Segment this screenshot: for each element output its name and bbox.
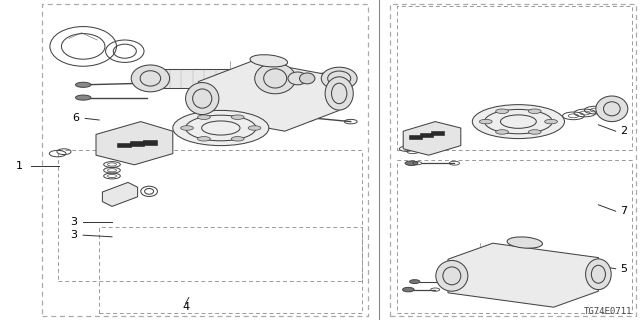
Ellipse shape <box>545 119 557 124</box>
Ellipse shape <box>180 126 193 130</box>
Ellipse shape <box>325 77 353 110</box>
Ellipse shape <box>231 137 244 141</box>
Text: 3: 3 <box>70 217 77 228</box>
Ellipse shape <box>198 115 211 119</box>
Ellipse shape <box>198 137 211 141</box>
Polygon shape <box>403 122 461 155</box>
Text: TG74E0711: TG74E0711 <box>584 307 632 316</box>
FancyBboxPatch shape <box>143 140 157 145</box>
Text: 5: 5 <box>621 264 627 274</box>
Ellipse shape <box>436 260 468 291</box>
Ellipse shape <box>596 96 628 122</box>
Ellipse shape <box>529 109 541 114</box>
Text: 2: 2 <box>620 126 628 136</box>
Text: 1: 1 <box>16 161 22 172</box>
Ellipse shape <box>403 287 414 292</box>
FancyBboxPatch shape <box>117 143 131 147</box>
Ellipse shape <box>300 73 315 84</box>
Ellipse shape <box>496 130 508 134</box>
Ellipse shape <box>288 72 307 85</box>
Ellipse shape <box>507 237 543 248</box>
Text: 4: 4 <box>182 302 189 312</box>
Ellipse shape <box>479 119 492 124</box>
Ellipse shape <box>250 55 287 67</box>
Polygon shape <box>448 243 598 307</box>
Polygon shape <box>96 122 173 165</box>
FancyBboxPatch shape <box>409 135 422 139</box>
FancyBboxPatch shape <box>130 141 144 146</box>
Ellipse shape <box>472 105 564 139</box>
Ellipse shape <box>496 109 509 114</box>
Ellipse shape <box>231 115 244 119</box>
Polygon shape <box>198 61 339 131</box>
Text: 6: 6 <box>72 113 79 124</box>
Text: 7: 7 <box>620 206 628 216</box>
Ellipse shape <box>173 110 269 146</box>
Ellipse shape <box>529 130 541 134</box>
Ellipse shape <box>255 63 296 94</box>
FancyBboxPatch shape <box>431 131 444 135</box>
Ellipse shape <box>131 65 170 92</box>
Ellipse shape <box>76 95 91 100</box>
Polygon shape <box>163 69 275 88</box>
Ellipse shape <box>186 83 219 115</box>
Text: 3: 3 <box>70 230 77 240</box>
Ellipse shape <box>405 161 418 165</box>
FancyBboxPatch shape <box>420 133 433 137</box>
Ellipse shape <box>410 280 420 284</box>
Ellipse shape <box>586 259 611 290</box>
Polygon shape <box>102 182 138 206</box>
Ellipse shape <box>321 67 357 90</box>
Ellipse shape <box>248 126 261 130</box>
Ellipse shape <box>76 82 91 87</box>
